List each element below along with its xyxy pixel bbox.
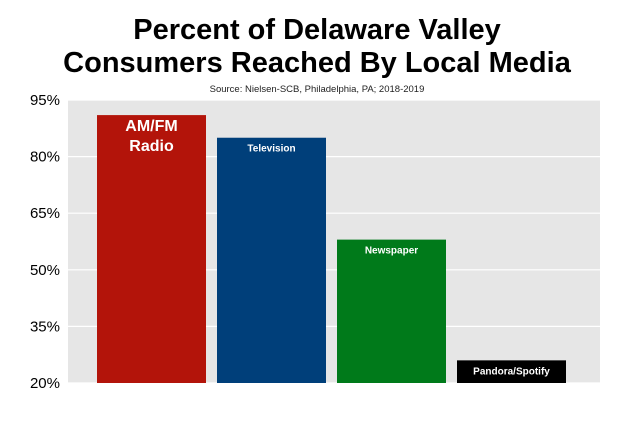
bar-label: Pandora/Spotify [473,366,550,377]
y-tick-label: 35% [30,318,60,335]
chart-subtitle: Source: Nielsen-SCB, Philadelphia, PA; 2… [209,84,425,95]
chart-title-line-2: Consumers Reached By Local Media [63,47,571,79]
bar [337,239,446,383]
y-tick-label: 80% [30,149,60,166]
y-tick-label: 50% [30,262,60,279]
bar-label: Radio [129,138,174,155]
bar [457,360,566,383]
y-tick-label: 20% [30,375,60,392]
chart-title: Percent of Delaware Valley Consumers Rea… [0,14,634,80]
bar-label: AM/FM [125,118,177,135]
bar [97,115,206,384]
y-tick-label: 95% [30,92,60,109]
bar-label: Television [247,144,295,155]
bar [217,137,326,383]
y-tick-label: 65% [30,205,60,222]
bar-label: Newspaper [365,246,418,257]
chart-title-line-1: Percent of Delaware Valley [133,14,501,46]
